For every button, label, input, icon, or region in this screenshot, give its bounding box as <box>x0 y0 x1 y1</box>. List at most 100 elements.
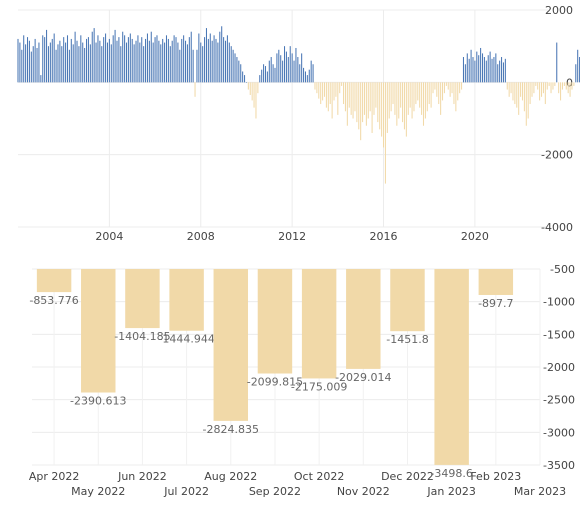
data-label: -1444.944 <box>158 333 214 346</box>
bar-positive <box>310 60 312 83</box>
bar-positive <box>202 46 204 83</box>
bar-positive <box>156 35 158 83</box>
bar-negative <box>506 82 508 90</box>
data-label: -2029.014 <box>335 371 391 384</box>
data-label: -3498.6 <box>430 467 472 480</box>
bar-positive <box>211 40 213 83</box>
bar-positive <box>217 42 219 83</box>
bar-negative <box>569 82 571 97</box>
bar-positive <box>472 57 474 83</box>
bar-positive <box>135 40 137 83</box>
bar-positive <box>285 51 287 83</box>
bar-negative <box>415 82 417 105</box>
bar-positive <box>270 57 272 83</box>
bar-positive <box>154 37 156 83</box>
bar-positive <box>143 46 145 83</box>
bar-negative <box>520 82 522 97</box>
bar-negative <box>247 82 249 90</box>
bar-positive <box>209 33 211 83</box>
bar-positive <box>89 44 91 83</box>
y-tick-label: -2500 <box>543 394 575 407</box>
bar-negative <box>316 82 318 94</box>
bar-positive <box>65 42 67 83</box>
y-tick-label: -2000 <box>541 149 573 162</box>
bar-negative <box>350 82 352 115</box>
bar-negative <box>363 82 366 115</box>
bar-negative <box>440 82 442 115</box>
bar-positive <box>19 42 21 83</box>
bar-negative <box>379 82 381 130</box>
bar-negative <box>571 82 573 90</box>
y-tick-label: -3500 <box>543 459 575 472</box>
bar-negative <box>322 82 324 101</box>
bar-positive <box>108 38 110 83</box>
bar-negative <box>409 82 411 108</box>
bar-negative <box>405 82 407 137</box>
bar-positive <box>146 33 148 83</box>
bar-negative <box>455 82 457 112</box>
bar-positive <box>502 62 504 83</box>
bar-positive <box>97 35 99 83</box>
bar-positive <box>215 38 217 83</box>
bar-positive <box>489 51 491 83</box>
y-tick-label: -2000 <box>543 361 575 374</box>
bar-negative <box>561 82 563 90</box>
bar-positive <box>120 46 122 83</box>
y-tick-label: -500 <box>550 263 575 276</box>
bar-negative <box>253 82 255 108</box>
bar <box>301 269 337 379</box>
bar <box>257 269 293 374</box>
bar-negative <box>318 82 320 99</box>
bar-negative <box>411 82 413 119</box>
bar-negative <box>430 82 432 108</box>
bar-positive <box>476 51 478 83</box>
bar-positive <box>91 31 93 83</box>
bar-positive <box>304 71 306 83</box>
bar-negative <box>542 82 544 94</box>
bar-positive <box>169 46 171 83</box>
bar-positive <box>173 35 175 83</box>
bar-positive <box>282 60 284 83</box>
bar-positive <box>68 49 70 83</box>
bar-negative <box>535 82 537 86</box>
bar-positive <box>76 40 78 83</box>
bar-positive <box>141 37 143 83</box>
bar-negative <box>339 82 341 94</box>
bar-negative <box>377 82 379 123</box>
bar-positive <box>122 31 124 83</box>
bar-negative <box>565 82 567 90</box>
bar-negative <box>413 82 415 112</box>
bar-positive <box>137 35 139 83</box>
bar-positive <box>242 71 244 83</box>
bar-positive <box>36 47 38 83</box>
bar-negative <box>314 82 316 90</box>
bar-positive <box>51 38 53 83</box>
bar-negative <box>529 82 531 105</box>
bar-negative <box>417 82 419 101</box>
bar-negative <box>516 82 518 108</box>
bar-negative <box>447 82 449 90</box>
bar-positive <box>295 47 297 83</box>
x-tick-label: Oct 2022 <box>294 470 345 483</box>
bar-positive <box>264 66 267 83</box>
bar-negative <box>453 82 455 105</box>
bar-negative <box>382 82 385 148</box>
bar <box>81 269 116 393</box>
bar-negative <box>573 82 575 86</box>
bar-negative <box>335 82 337 97</box>
bar-positive <box>198 33 200 83</box>
bar-negative <box>320 82 322 105</box>
bar-negative <box>419 82 421 108</box>
bar-negative <box>449 82 451 97</box>
bar-positive <box>244 75 246 83</box>
bar-positive <box>110 44 112 83</box>
bar-negative <box>255 82 257 119</box>
bar-positive <box>118 37 120 83</box>
bar-positive <box>129 33 131 83</box>
bar-positive <box>207 38 209 83</box>
bar-positive <box>114 29 116 83</box>
bar-positive <box>84 47 86 83</box>
bar-positive <box>162 38 164 83</box>
bar-positive <box>86 38 88 83</box>
bar-positive <box>38 42 40 83</box>
